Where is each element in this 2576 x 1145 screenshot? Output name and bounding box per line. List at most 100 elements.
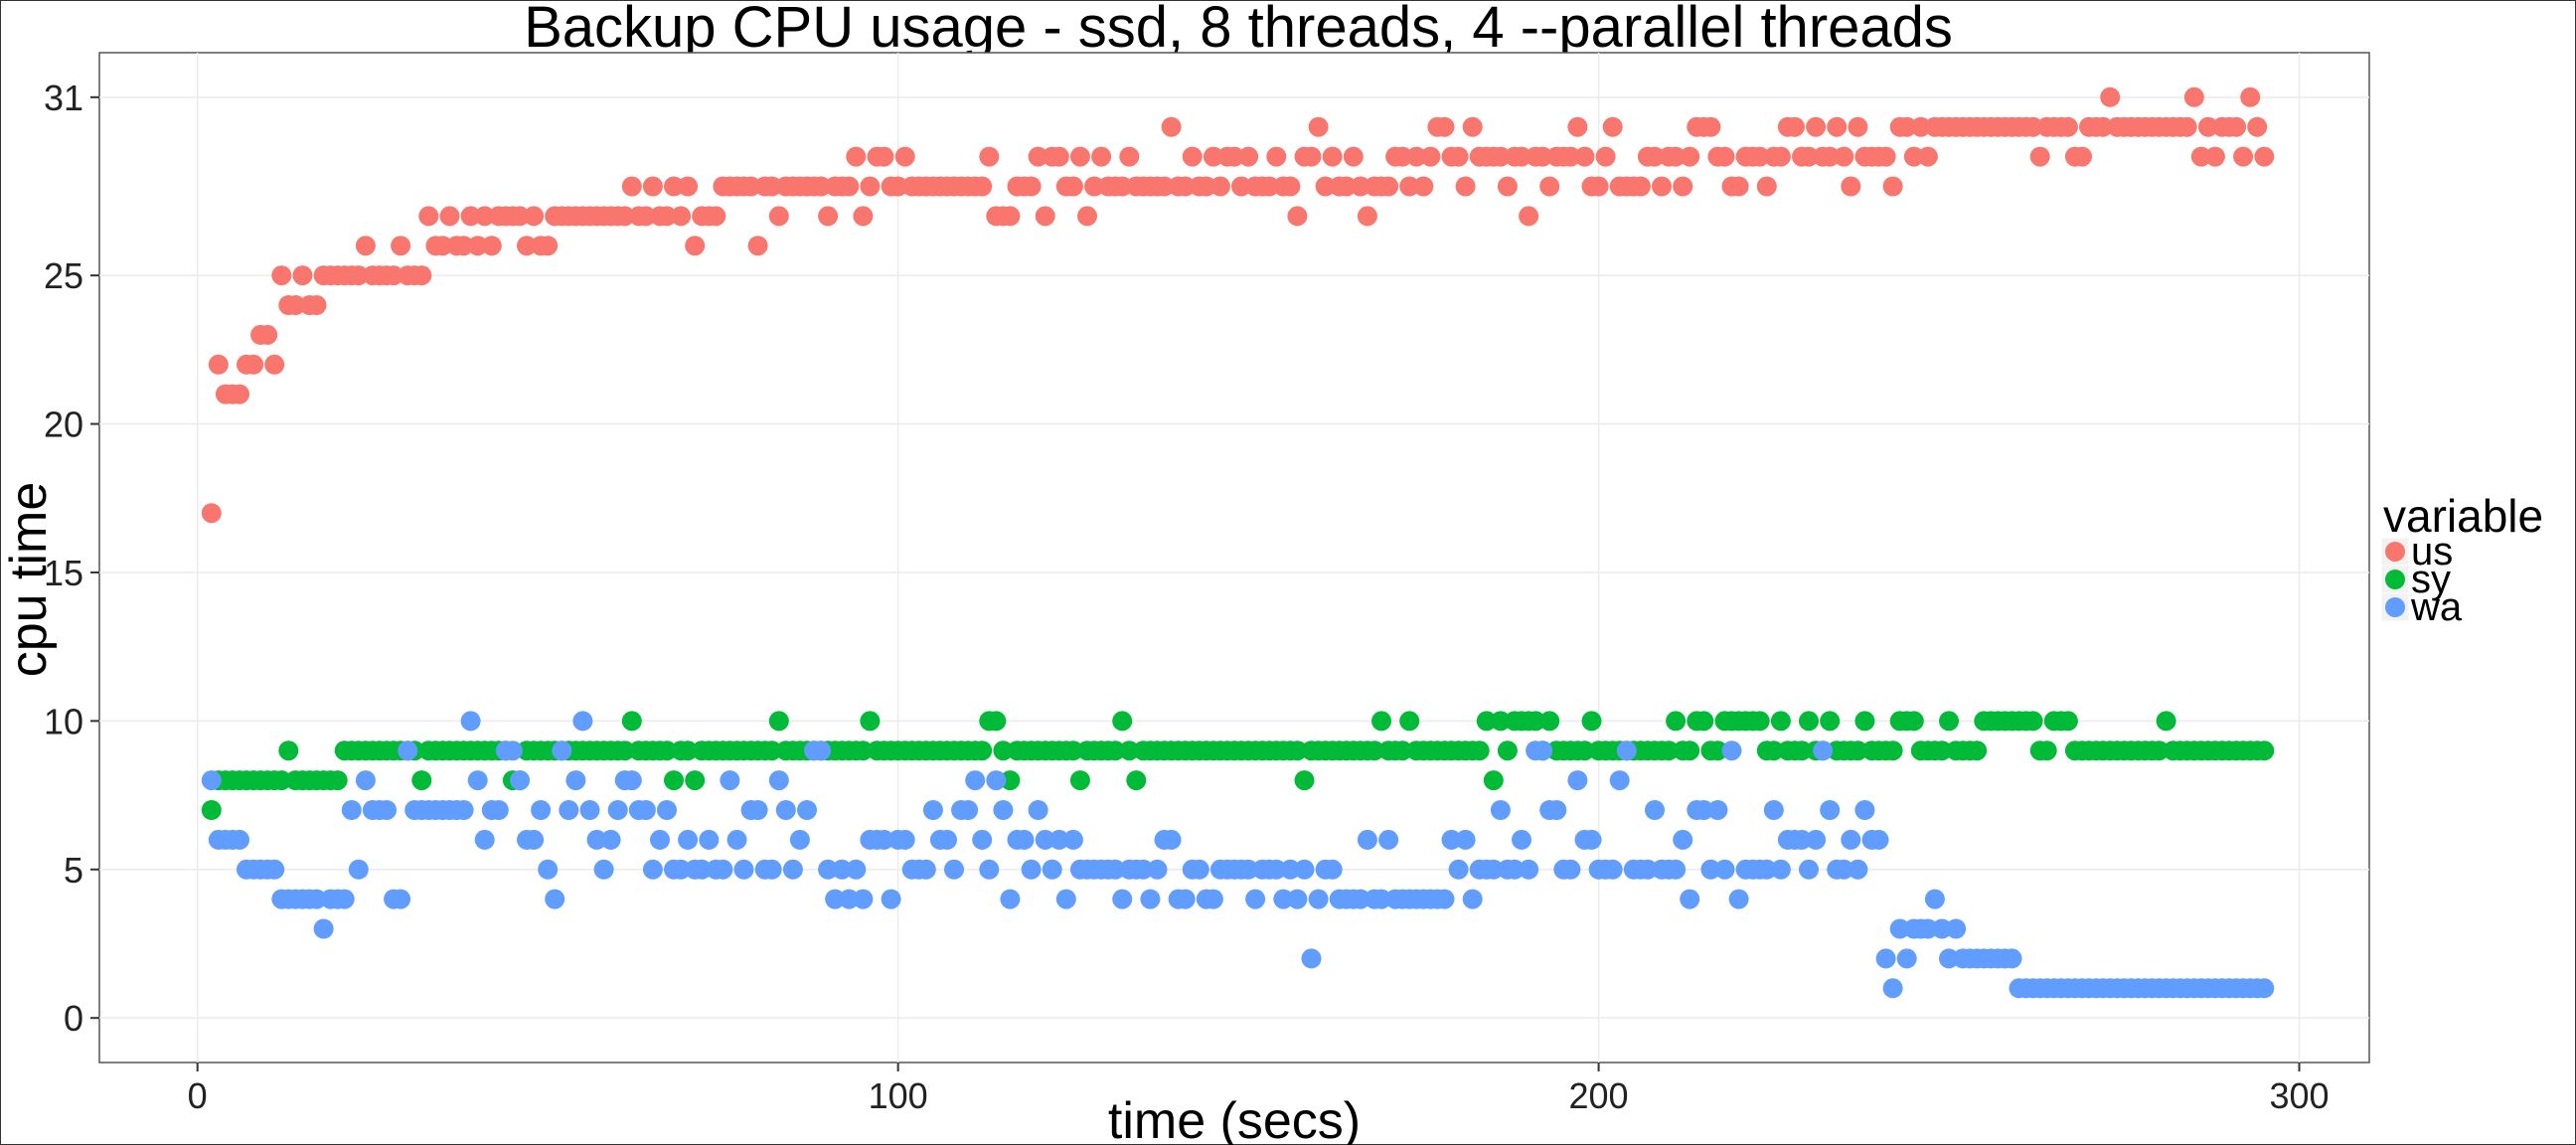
point-us [391, 236, 411, 256]
point-wa [692, 859, 713, 880]
point-us [1806, 116, 1827, 137]
point-wa [1308, 889, 1329, 909]
point-us [1154, 176, 1175, 197]
point-us [1350, 176, 1370, 197]
point-us [706, 206, 726, 227]
point-us [1574, 146, 1595, 167]
point-us [1560, 146, 1581, 167]
y-tick-label: 20 [44, 405, 83, 445]
point-us [2072, 146, 2092, 167]
point-us [264, 354, 285, 375]
point-us [1315, 176, 1336, 197]
point-us [2233, 146, 2254, 167]
point-us [657, 206, 677, 227]
point-us [2029, 146, 2050, 167]
point-wa [1707, 800, 1728, 820]
point-us [306, 295, 327, 315]
point-wa [391, 889, 411, 909]
point-us [1680, 146, 1700, 167]
point-wa [894, 829, 915, 850]
point-wa [1238, 859, 1259, 880]
point-us [811, 176, 832, 197]
point-us [1532, 146, 1553, 167]
point-wa [531, 800, 552, 820]
point-us [1434, 116, 1455, 137]
point-us [818, 206, 839, 227]
point-wa [1490, 800, 1511, 820]
point-sy [327, 770, 348, 791]
point-wa [1616, 740, 1637, 761]
point-us [453, 236, 474, 256]
point-sy [657, 740, 677, 761]
point-wa [986, 770, 1007, 791]
point-us [1519, 206, 1539, 227]
point-us [1119, 146, 1140, 167]
point-us [1799, 146, 1819, 167]
point-us [1728, 176, 1749, 197]
point-sy [1882, 740, 1903, 761]
point-us [1209, 176, 1230, 197]
point-sy [2036, 740, 2057, 761]
point-us [2183, 86, 2204, 107]
point-wa [720, 770, 740, 791]
point-sy [1967, 740, 1988, 761]
point-wa [642, 859, 663, 880]
y-axis-title: cpu time [0, 482, 58, 678]
point-wa [1021, 859, 1042, 880]
point-wa [1280, 859, 1301, 880]
point-wa [979, 859, 1000, 880]
point-wa [839, 889, 860, 909]
point-wa [201, 770, 222, 791]
point-us [1567, 116, 1588, 137]
point-sy [2022, 711, 2043, 732]
point-us [2190, 146, 2211, 167]
point-wa [1841, 829, 1861, 850]
point-wa [1721, 740, 1742, 761]
point-us [1490, 146, 1511, 167]
point-wa [538, 859, 559, 880]
point-wa [965, 770, 986, 791]
point-sy [1392, 740, 1413, 761]
point-us [761, 176, 782, 197]
point-us [517, 236, 537, 256]
point-sy [1287, 740, 1308, 761]
point-us [1175, 176, 1196, 197]
point-us [614, 206, 635, 227]
axis-ticks: 0 100 200 300 0 5 10 15 20 25 31 [44, 78, 2330, 1116]
point-wa [699, 829, 720, 850]
point-wa [1301, 948, 1322, 969]
point-us [1539, 176, 1560, 197]
point-wa [1462, 889, 1483, 909]
point-us [1413, 176, 1434, 197]
point-us [1917, 146, 1938, 167]
legend-label-sy: sy [2411, 558, 2451, 601]
series-wa [201, 711, 2275, 999]
point-wa [1455, 829, 1476, 850]
point-sy [761, 740, 782, 761]
point-wa [1105, 859, 1126, 880]
point-us [1882, 176, 1903, 197]
point-wa [313, 918, 334, 939]
point-wa [545, 889, 565, 909]
point-us [1048, 146, 1069, 167]
point-us [979, 146, 1000, 167]
point-us [1112, 176, 1133, 197]
point-wa [1813, 740, 1834, 761]
point-wa [1245, 889, 1266, 909]
point-us [1448, 146, 1469, 167]
point-us [1903, 146, 1924, 167]
point-wa [1042, 859, 1062, 880]
point-sy [1371, 711, 1391, 732]
point-us [860, 176, 881, 197]
point-sy [1659, 740, 1680, 761]
point-sy [1490, 711, 1511, 732]
point-us [271, 265, 292, 286]
point-wa [1014, 829, 1035, 850]
point-wa [306, 889, 327, 909]
point-wa [1512, 829, 1531, 850]
point-us [1700, 116, 1721, 137]
x-tick-label: 100 [869, 1075, 928, 1116]
point-wa [1448, 859, 1469, 880]
point-wa [657, 800, 677, 820]
